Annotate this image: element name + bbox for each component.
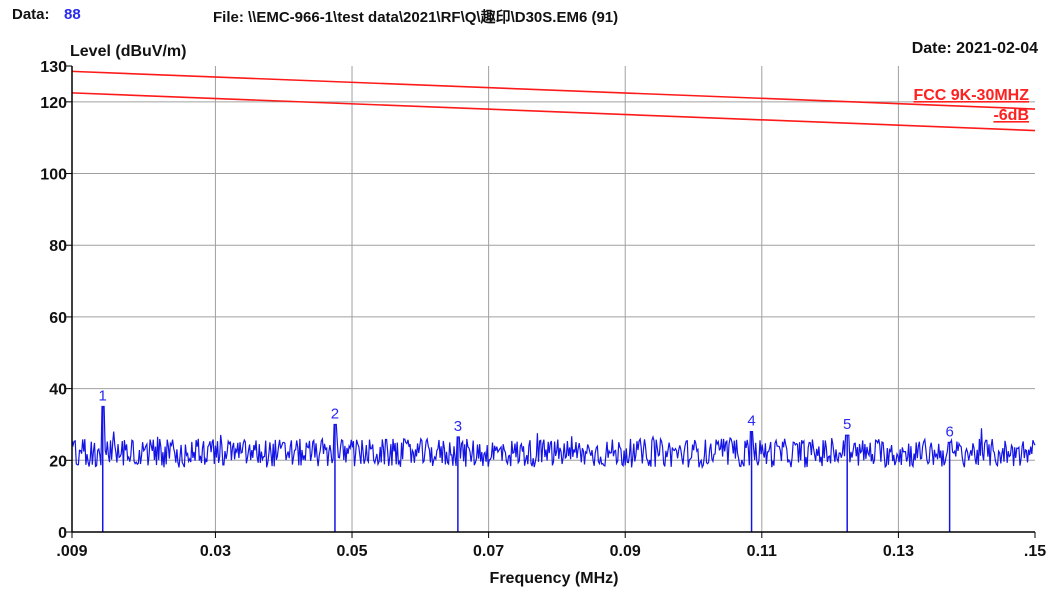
y-axis-title: Level (dBuV/m) bbox=[70, 43, 186, 60]
x-tick-label: 0.13 bbox=[883, 543, 914, 560]
y-tick-label: 20 bbox=[49, 453, 67, 470]
limit-line-label: -6dB bbox=[993, 107, 1029, 124]
marker-label: 3 bbox=[454, 418, 462, 435]
x-tick-label: .009 bbox=[56, 543, 87, 560]
marker-label: 5 bbox=[843, 416, 851, 433]
marker-label: 2 bbox=[331, 405, 339, 422]
trace bbox=[71, 405, 1036, 470]
y-tick-label: 0 bbox=[58, 525, 67, 542]
limit-line bbox=[71, 70, 1036, 110]
y-tick-label: 40 bbox=[49, 382, 67, 399]
y-tick-label: 60 bbox=[49, 310, 67, 327]
chart-date: Date: 2021-02-04 bbox=[912, 40, 1038, 57]
emission-trace bbox=[71, 405, 1036, 470]
data-value: 88 bbox=[64, 6, 81, 23]
markers: 1 2 3 4 5 6 bbox=[99, 388, 954, 532]
x-tick-label: 0.09 bbox=[610, 543, 641, 560]
limit-line bbox=[71, 92, 1036, 132]
limit-line-label: FCC 9K-30MHZ bbox=[913, 87, 1029, 104]
marker-label: 6 bbox=[945, 423, 953, 440]
x-tick-label: 0.11 bbox=[747, 543, 777, 560]
axes: 0 20 40 60 80 100 120 130 .009 0.03 0.05 0.07 0.09 0.… bbox=[40, 59, 1046, 560]
y-tick-label: 100 bbox=[40, 167, 67, 184]
y-tick-label: 80 bbox=[49, 238, 67, 255]
marker-label: 4 bbox=[747, 413, 755, 430]
x-tick-label: 0.03 bbox=[200, 543, 231, 560]
marker-label: 1 bbox=[99, 388, 107, 405]
x-tick-label: 0.05 bbox=[336, 543, 367, 560]
limit-lines: FCC 9K-30MHZ -6dB bbox=[71, 70, 1036, 132]
y-tick-label: 130 bbox=[40, 59, 67, 76]
x-tick-label: 0.07 bbox=[473, 543, 504, 560]
data-label: Data: bbox=[12, 6, 50, 23]
file-path: File: \\EMC-966-1\test data\2021\RF\Q\趣印… bbox=[213, 9, 619, 26]
x-tick-label: .15 bbox=[1024, 543, 1046, 560]
x-axis-title: Frequency (MHz) bbox=[490, 570, 619, 587]
y-tick-label: 120 bbox=[40, 95, 67, 112]
